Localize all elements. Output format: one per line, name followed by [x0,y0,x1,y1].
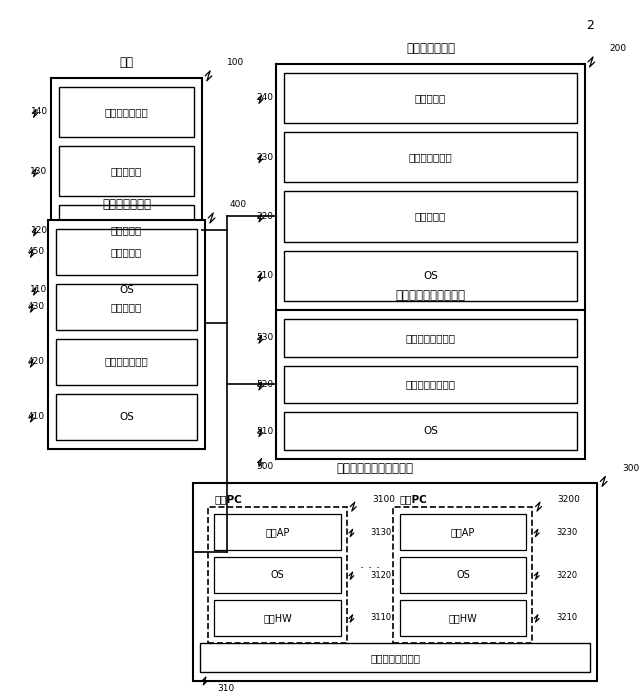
Text: 接続制御サーバ: 接続制御サーバ [406,43,455,56]
Text: 100: 100 [227,59,244,67]
Text: 3130: 3130 [371,528,392,537]
Text: 3200: 3200 [557,495,580,504]
Bar [56,339,197,385]
Bar [208,507,347,643]
Text: 情報送信部: 情報送信部 [111,247,142,256]
Text: 220: 220 [256,212,273,221]
Bar [399,600,526,636]
Bar [214,600,341,636]
Bar [276,310,585,459]
Text: 3230: 3230 [556,528,577,537]
Bar [394,507,532,643]
Text: ハイパーバイザー: ハイパーバイザー [370,653,420,663]
Text: 520: 520 [256,380,273,389]
Bar [56,284,197,330]
Text: 情報送信部: 情報送信部 [415,93,446,103]
Text: 300: 300 [622,464,639,473]
Bar [200,643,590,673]
Text: ユーザ環境処理部: ユーザ環境処理部 [406,332,456,343]
Text: 240: 240 [256,93,273,102]
Text: 430: 430 [28,302,45,311]
Bar [276,64,585,310]
Text: 3220: 3220 [556,571,577,580]
Text: 仮想PC: 仮想PC [214,494,242,504]
Text: 接続管理部: 接続管理部 [415,211,446,222]
Text: 接続頻度管理部: 接続頻度管理部 [409,152,452,162]
Bar [284,72,577,123]
Text: 3120: 3120 [371,571,392,580]
Text: 2: 2 [586,19,594,32]
Text: 310: 310 [218,684,235,694]
Text: 3210: 3210 [556,613,577,622]
Text: OS: OS [423,426,438,436]
Text: ユーザ問合せ部: ユーザ問合せ部 [104,107,148,117]
Text: OS: OS [119,411,134,422]
Text: 420: 420 [28,357,45,366]
Bar [56,229,197,275]
Text: 業務AP: 業務AP [266,528,290,537]
Text: OS: OS [271,570,285,580]
Text: 230: 230 [256,153,273,162]
Text: 140: 140 [31,107,48,116]
Text: 仮想HW: 仮想HW [449,613,477,623]
Text: 仮想HW: 仮想HW [263,613,292,623]
Bar [284,192,577,242]
Bar [399,557,526,593]
Bar [284,412,577,450]
Text: 状態判断部: 状態判断部 [111,302,142,312]
Text: 仮想PC: 仮想PC [399,494,428,504]
Bar [284,366,577,404]
Text: 端末: 端末 [120,56,133,69]
Text: 530: 530 [256,333,273,342]
Text: 210: 210 [256,271,273,280]
Text: 3110: 3110 [371,613,392,622]
Text: 接続情報取得部: 接続情報取得部 [104,357,148,367]
Text: OS: OS [456,570,470,580]
Text: ユーザ環境管理サーバ: ユーザ環境管理サーバ [396,289,465,302]
Text: 500: 500 [256,462,273,471]
Bar [214,514,341,550]
Text: OS: OS [119,284,134,295]
Bar [284,319,577,357]
Text: 情報送信部: 情報送信部 [111,166,142,176]
Bar [59,264,194,315]
Bar [59,86,194,137]
Bar [59,146,194,196]
Text: 業務AP: 業務AP [451,528,475,537]
Bar [56,394,197,440]
Text: · · ·: · · · [360,562,380,575]
Bar [214,557,341,593]
Bar [51,77,202,324]
Text: 510: 510 [256,427,273,436]
Bar [284,132,577,183]
Text: 接続処理部: 接続処理部 [111,225,142,236]
Bar [284,251,577,301]
Text: 3100: 3100 [372,495,395,504]
Bar [59,205,194,256]
Text: 200: 200 [610,45,627,54]
Text: 130: 130 [31,167,48,176]
Text: 450: 450 [28,247,45,256]
Text: 120: 120 [31,226,48,235]
Text: OS: OS [423,270,438,281]
Bar [48,220,205,449]
Text: 410: 410 [28,412,45,421]
Bar [399,514,526,550]
Text: ユーザ環境管理部: ユーザ環境管理部 [406,379,456,390]
Text: 状態監視サーバ: 状態監視サーバ [102,199,151,211]
Bar [193,483,597,681]
Text: 400: 400 [230,200,247,209]
Text: シンクライアントサーバ: シンクライアントサーバ [336,462,413,475]
Text: 110: 110 [31,285,48,294]
